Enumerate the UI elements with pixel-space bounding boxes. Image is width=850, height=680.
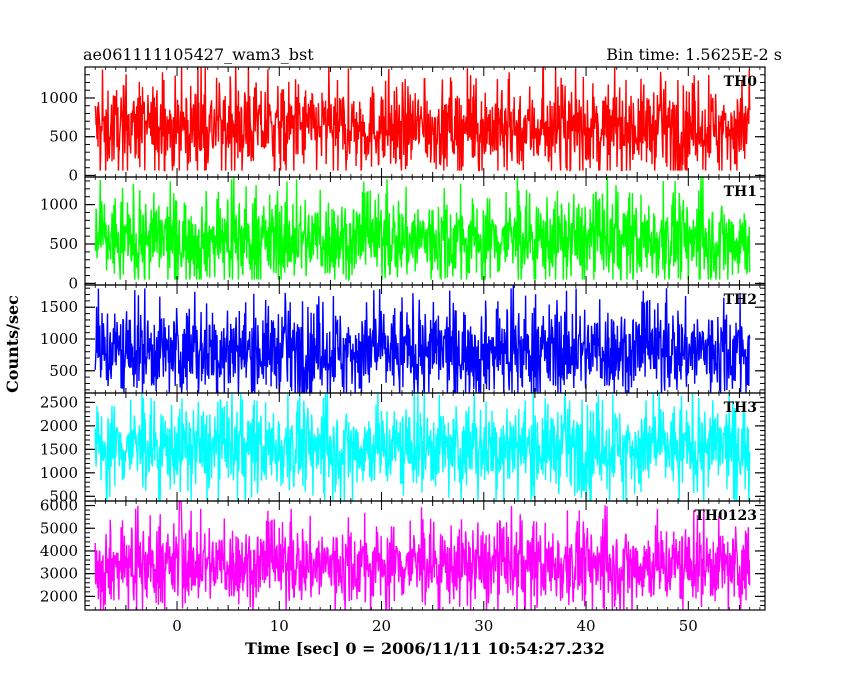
y-tick-label: 2000 [40, 587, 78, 605]
y-tick-label: 1500 [40, 298, 78, 316]
chart-title-right: Bin time: 1.5625E-2 s [606, 45, 782, 64]
series-line-th3 [94, 393, 751, 501]
y-axis-label: Counts/sec [3, 295, 22, 393]
series-line-th0123 [94, 501, 751, 610]
panel-label-th0: TH0 [724, 74, 758, 90]
panel-th1: 0 500 1000 TH1 [40, 176, 766, 292]
x-tick-label: 0 [172, 617, 182, 635]
series-line-th0 [94, 67, 751, 172]
panel-label-th1: TH1 [724, 184, 757, 200]
y-tick-label: 1000 [40, 196, 78, 214]
panel-th0123: 2000 3000 4000 5000 6000 TH0123 [40, 497, 766, 611]
panel-th2: 500 1000 1500 TH2 [40, 284, 766, 394]
y-tick-label: 2500 [40, 393, 78, 411]
panel-label-th2: TH2 [724, 292, 757, 308]
y-tick-label: 1000 [40, 330, 78, 348]
y-tick-label: 4000 [40, 542, 78, 560]
x-tick-label: 50 [679, 617, 698, 635]
y-tick-label: 500 [49, 362, 78, 380]
y-tick-label: 0 [68, 274, 78, 292]
x-tick-label: 10 [270, 617, 289, 635]
chart-title-left: ae061111105427_wam3_bst [83, 45, 314, 64]
y-tick-label: 6000 [40, 497, 78, 515]
y-tick-label: 500 [49, 128, 78, 146]
y-tick-label: 2000 [40, 417, 78, 435]
panel-label-th0123: TH0123 [694, 508, 757, 524]
y-tick-label: 1000 [40, 89, 78, 107]
series-line-th2 [94, 285, 751, 393]
panels-group: 0 500 1000 TH0 0 500 1000 TH1 500 1000 1500 TH2 500 1… [40, 66, 766, 611]
y-tick-label: 5000 [40, 519, 78, 537]
x-tick-label: 30 [474, 617, 493, 635]
x-axis-ticks: 0 10 20 30 40 50 [172, 617, 698, 635]
y-tick-label: 1000 [40, 464, 78, 482]
y-tick-label: 3000 [40, 565, 78, 583]
panel-th0: 0 500 1000 TH0 [40, 66, 766, 184]
panel-th3: 500 1000 1500 2000 2500 TH3 [40, 392, 766, 505]
panel-label-th3: TH3 [724, 400, 757, 416]
x-axis-label: Time [sec] 0 = 2006/11/11 10:54:27.232 [245, 639, 605, 658]
x-tick-label: 40 [577, 617, 596, 635]
y-tick-label: 500 [49, 235, 78, 253]
y-tick-label: 0 [68, 166, 78, 184]
series-line-th1 [94, 177, 751, 282]
x-tick-label: 20 [372, 617, 391, 635]
y-tick-label: 1500 [40, 440, 78, 458]
y-tick-label: 500 [49, 487, 78, 505]
